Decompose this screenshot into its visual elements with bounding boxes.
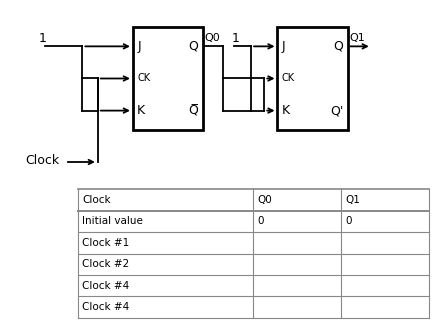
Text: Q': Q' xyxy=(330,104,343,117)
Text: Clock: Clock xyxy=(26,154,60,167)
Text: 0: 0 xyxy=(258,216,264,226)
Text: Q: Q xyxy=(189,40,198,53)
Text: J: J xyxy=(282,40,285,53)
Text: K: K xyxy=(282,104,290,117)
Text: J: J xyxy=(137,40,141,53)
Bar xyxy=(277,27,348,130)
Text: Q0: Q0 xyxy=(205,33,220,43)
Text: Q0: Q0 xyxy=(258,195,273,205)
Text: Q̅: Q̅ xyxy=(189,104,198,117)
Text: Clock #4: Clock #4 xyxy=(82,281,130,291)
Text: CK: CK xyxy=(282,74,295,84)
Text: Q1: Q1 xyxy=(345,195,360,205)
Text: Clock #2: Clock #2 xyxy=(82,259,130,269)
Text: Initial value: Initial value xyxy=(82,216,143,226)
Bar xyxy=(133,27,203,130)
Text: Clock #4: Clock #4 xyxy=(82,302,130,312)
Text: 1: 1 xyxy=(39,32,47,45)
Text: Q1: Q1 xyxy=(350,33,366,43)
Text: 1: 1 xyxy=(232,32,240,45)
Text: CK: CK xyxy=(137,74,150,84)
Text: 0: 0 xyxy=(345,216,352,226)
Text: Clock #1: Clock #1 xyxy=(82,238,130,248)
Text: K: K xyxy=(137,104,146,117)
Text: Q: Q xyxy=(333,40,343,53)
Text: Clock: Clock xyxy=(82,195,111,205)
